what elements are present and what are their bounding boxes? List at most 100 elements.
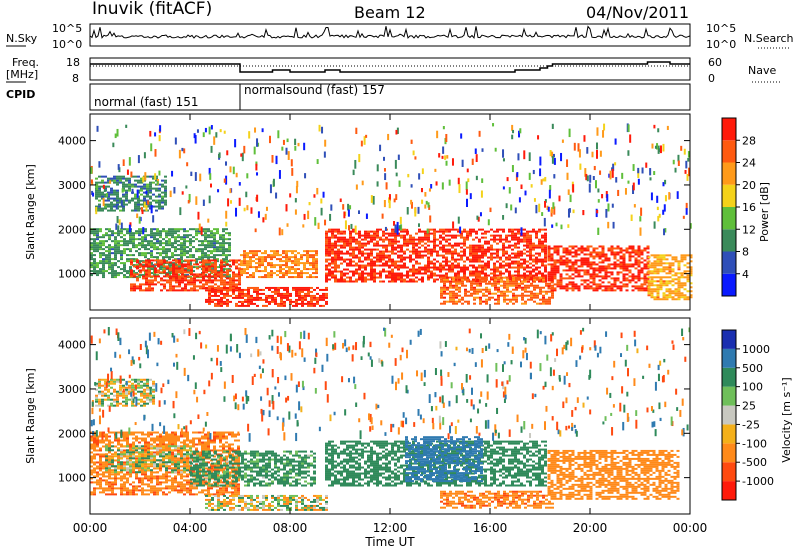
heatmap-cell (340, 256, 343, 259)
heatmap-cell (226, 298, 229, 301)
heatmap-cell (93, 449, 96, 452)
heatmap-cell (283, 294, 286, 297)
heatmap-cell (595, 247, 599, 250)
heatmap-cell (265, 298, 268, 301)
heatmap-cell (135, 272, 138, 275)
heatmap-cell (544, 199, 547, 203)
heatmap-cell (662, 268, 666, 271)
heatmap-cell (256, 194, 259, 202)
heatmap-cell (220, 300, 223, 303)
heatmap-cell (298, 290, 301, 293)
heatmap-cell (129, 236, 132, 239)
heatmap-cell (219, 238, 222, 241)
heatmap-cell (120, 262, 123, 265)
heatmap-cell (295, 290, 298, 293)
heatmap-cell (634, 249, 638, 252)
heatmap-cell (195, 266, 198, 269)
heatmap-cell (517, 254, 520, 257)
heatmap-cell (449, 294, 452, 297)
heatmap-cell (264, 252, 267, 255)
heatmap-cell (524, 290, 527, 293)
heatmap-cell (579, 163, 582, 170)
heatmap-cell (544, 234, 547, 237)
heatmap-cell (449, 300, 452, 303)
heatmap-cell (490, 228, 493, 231)
heatmap-cell (592, 176, 595, 181)
heatmap-cell (647, 276, 651, 279)
heatmap-cell (553, 273, 557, 276)
heatmap-cell (340, 258, 343, 261)
heatmap-cell (436, 260, 439, 263)
heatmap-cell (677, 266, 681, 269)
heatmap-cell (172, 285, 175, 288)
heatmap-cell (210, 244, 213, 247)
heatmap-cell (442, 254, 445, 257)
heatmap-cell (90, 167, 93, 174)
heatmap-cell (220, 304, 223, 307)
heatmap-cell (270, 258, 273, 261)
heatmap-cell (400, 236, 403, 239)
heatmap-cell (443, 282, 446, 285)
heatmap-cell (214, 263, 217, 266)
heatmap-cell (421, 199, 424, 204)
heatmap-cell (298, 292, 301, 295)
heatmap-cell (165, 232, 168, 235)
heatmap-cell (216, 242, 219, 245)
heatmap-cell (397, 256, 400, 259)
heatmap-cell (535, 230, 538, 233)
heatmap-cell (149, 183, 152, 186)
heatmap-cell (228, 276, 231, 279)
heatmap-cell (398, 225, 401, 229)
heatmap-cell (325, 234, 328, 237)
heatmap-cell (105, 435, 108, 438)
heatmap-cell (656, 262, 660, 265)
heatmap-cell (403, 230, 406, 233)
heatmap-cell (598, 265, 602, 268)
heatmap-cell (511, 228, 514, 231)
heatmap-cell (668, 192, 671, 200)
heatmap-cell (656, 268, 660, 271)
heatmap-cell (643, 289, 647, 292)
heatmap-cell (476, 290, 479, 293)
heatmap-cell (343, 238, 346, 241)
heatmap-cell (328, 278, 331, 281)
heatmap-cell (436, 250, 439, 253)
heatmap-cell (214, 265, 217, 268)
heatmap-cell (355, 238, 358, 241)
heatmap-cell (601, 251, 605, 254)
heatmap-cell (117, 240, 120, 243)
heatmap-cell (514, 207, 517, 214)
heatmap-cell (406, 248, 409, 251)
heatmap-cell (607, 289, 611, 292)
heatmap-cell (272, 178, 275, 187)
heatmap-cell (232, 283, 235, 286)
heatmap-cell (138, 238, 141, 241)
heatmap-cell (232, 288, 235, 291)
heatmap-cell (358, 244, 361, 247)
heatmap-cell (294, 262, 297, 265)
heatmap-cell (571, 269, 575, 272)
heatmap-cell (211, 281, 214, 284)
heatmap-cell (99, 268, 102, 271)
heatmap-cell (161, 205, 164, 208)
heatmap-cell (325, 240, 328, 243)
heatmap-cell (427, 268, 430, 271)
heatmap-cell (146, 205, 149, 208)
heatmap-cell (96, 487, 99, 490)
heatmap-cell (580, 245, 584, 248)
heatmap-cell (264, 250, 267, 253)
heatmap-cell (102, 435, 105, 438)
heatmap-cell (391, 270, 394, 273)
heatmap-cell (509, 282, 512, 285)
heatmap-cell (544, 201, 547, 208)
heatmap-cell (147, 258, 150, 261)
heatmap-cell (349, 270, 352, 273)
heatmap-cell (458, 276, 461, 279)
heatmap-cell (674, 298, 678, 301)
heatmap-cell (646, 261, 650, 264)
heatmap-cell (541, 272, 544, 275)
heatmap-cell (478, 256, 481, 259)
heatmap-cell (178, 279, 181, 282)
heatmap-cell (619, 281, 623, 284)
heatmap-cell (102, 242, 105, 245)
